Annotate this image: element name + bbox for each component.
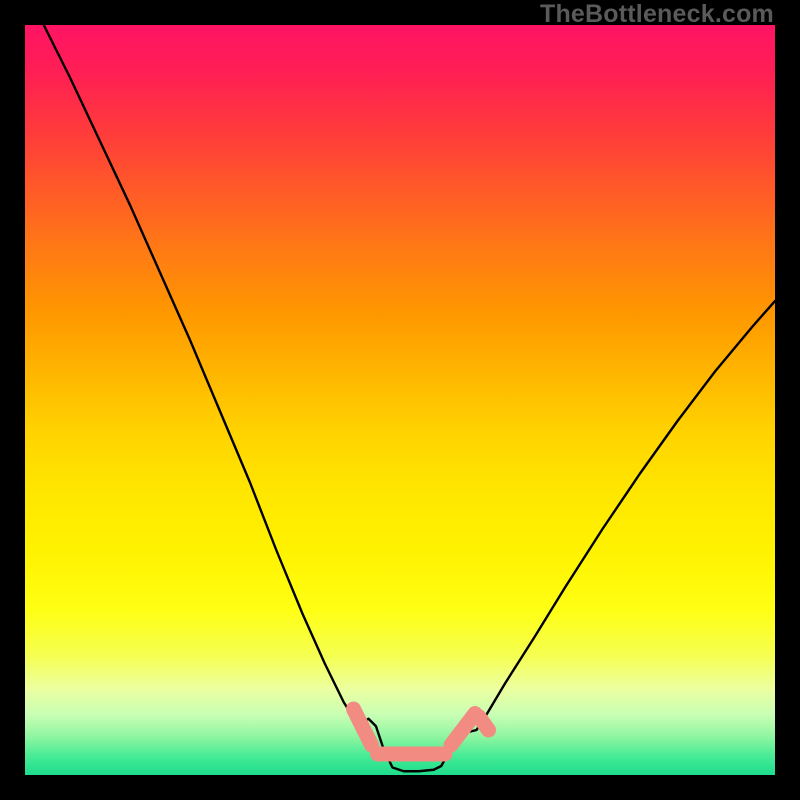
outer-frame: TheBottleneck.com: [0, 0, 800, 800]
highlight-segment-0: [354, 709, 372, 745]
watermark-text: TheBottleneck.com: [540, 0, 774, 29]
chart-plot-area: [25, 25, 775, 775]
bottleneck-curve: [44, 25, 775, 771]
curve-layer: [25, 25, 775, 775]
highlight-segment-3: [479, 717, 489, 731]
highlight-segment-2: [451, 714, 475, 746]
